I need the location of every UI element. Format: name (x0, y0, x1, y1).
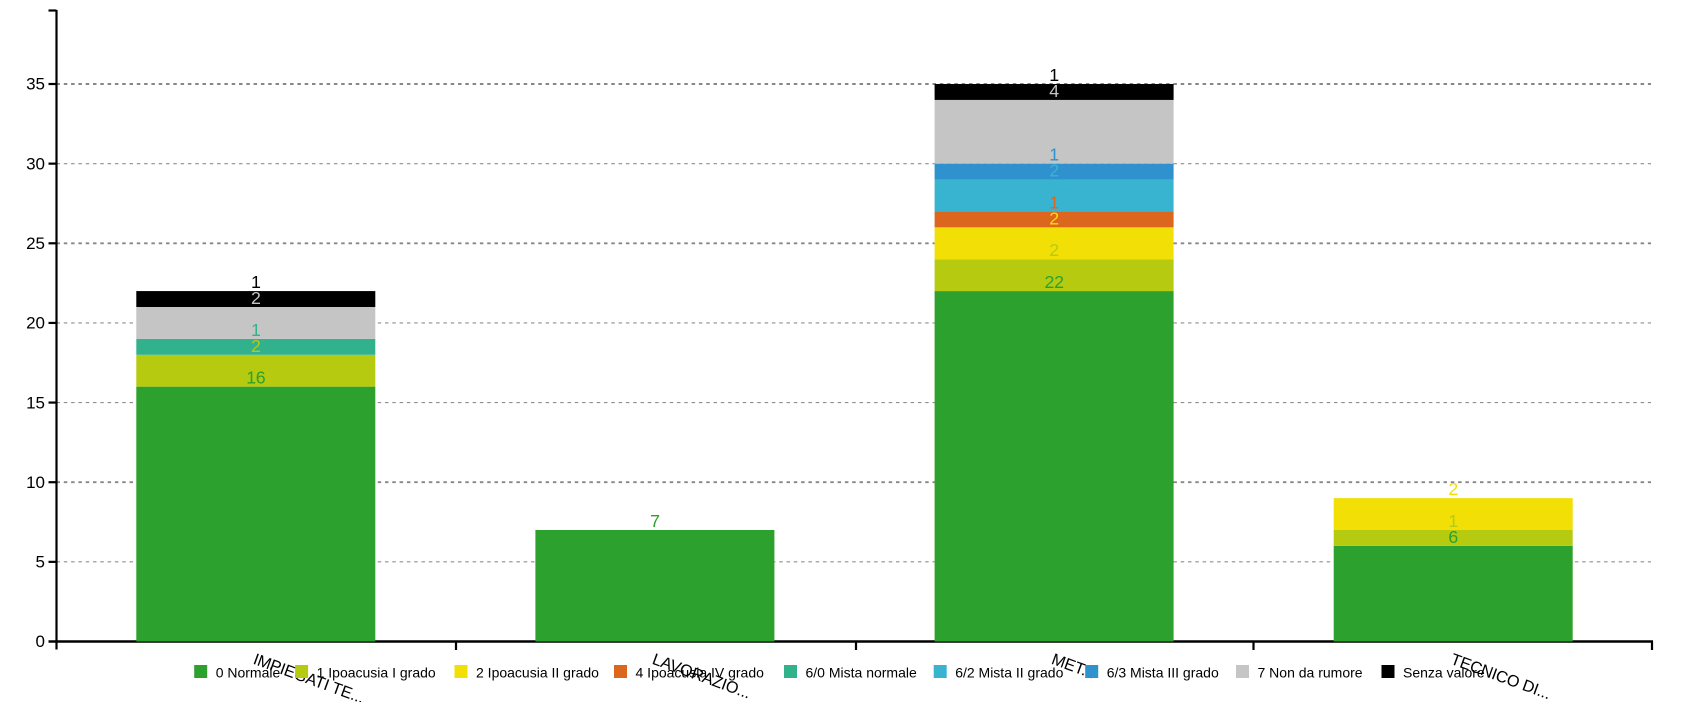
svg-text:0 Normale: 0 Normale (216, 665, 281, 681)
svg-text:30: 30 (26, 154, 45, 173)
svg-text:6/2 Mista II grado: 6/2 Mista II grado (955, 665, 1063, 681)
svg-text:2: 2 (1049, 208, 1059, 228)
svg-text:20: 20 (26, 314, 45, 333)
svg-text:6: 6 (1448, 527, 1458, 547)
svg-text:1 Ipoacusia I grado: 1 Ipoacusia I grado (317, 665, 436, 681)
svg-text:2: 2 (251, 288, 261, 308)
svg-text:1: 1 (251, 272, 261, 292)
svg-text:35: 35 (26, 75, 45, 94)
svg-text:22: 22 (1045, 272, 1064, 292)
svg-text:25: 25 (26, 234, 45, 253)
svg-text:Senza valore: Senza valore (1403, 665, 1485, 681)
svg-text:16: 16 (246, 368, 266, 388)
svg-text:6/0 Mista normale: 6/0 Mista normale (806, 665, 917, 681)
svg-text:1: 1 (1049, 192, 1059, 212)
svg-text:15: 15 (26, 393, 45, 412)
svg-text:2 Ipoacusia II grado: 2 Ipoacusia II grado (476, 665, 599, 681)
svg-text:2: 2 (1049, 240, 1059, 260)
svg-text:5: 5 (36, 553, 45, 572)
svg-text:2: 2 (1049, 161, 1059, 181)
svg-text:1: 1 (1448, 511, 1458, 531)
svg-text:1: 1 (1049, 145, 1059, 165)
svg-text:6/3 Mista III grado: 6/3 Mista III grado (1107, 665, 1219, 681)
svg-text:10: 10 (26, 473, 45, 492)
svg-text:4 Ipoacusia IV grado: 4 Ipoacusia IV grado (636, 665, 765, 681)
svg-text:2: 2 (251, 336, 261, 356)
svg-text:7: 7 (650, 511, 660, 531)
svg-text:1: 1 (251, 320, 261, 340)
svg-text:1: 1 (1049, 65, 1059, 85)
svg-text:4: 4 (1049, 81, 1059, 101)
svg-text:7 Non da rumore: 7 Non da rumore (1258, 665, 1363, 681)
svg-text:2: 2 (1448, 479, 1458, 499)
svg-text:0: 0 (36, 632, 45, 651)
